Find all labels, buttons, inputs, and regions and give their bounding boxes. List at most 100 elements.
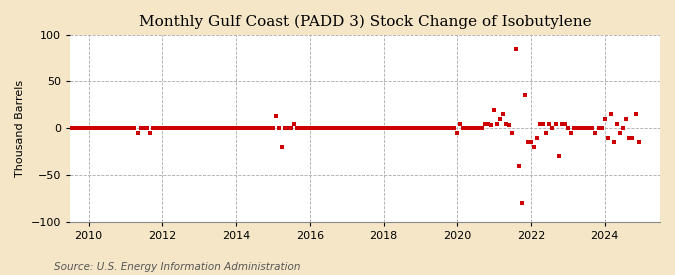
Point	[68, 126, 78, 130]
Point	[126, 126, 137, 130]
Point	[65, 126, 76, 130]
Title: Monthly Gulf Coast (PADD 3) Stock Change of Isobutylene: Monthly Gulf Coast (PADD 3) Stock Change…	[138, 15, 591, 29]
Point	[603, 135, 614, 140]
Point	[86, 126, 97, 130]
Point	[317, 126, 327, 130]
Point	[347, 126, 358, 130]
Point	[514, 163, 524, 168]
Point	[375, 126, 386, 130]
Point	[464, 126, 475, 130]
Point	[249, 126, 260, 130]
Point	[529, 145, 539, 149]
Point	[154, 126, 165, 130]
Point	[99, 126, 109, 130]
Point	[227, 126, 238, 130]
Point	[621, 117, 632, 121]
Point	[580, 126, 591, 130]
Point	[332, 126, 343, 130]
Point	[495, 117, 506, 121]
Point	[387, 126, 398, 130]
Point	[166, 126, 177, 130]
Point	[541, 131, 551, 135]
Point	[338, 126, 349, 130]
Point	[265, 126, 275, 130]
Text: Source: U.S. Energy Information Administration: Source: U.S. Energy Information Administ…	[54, 262, 300, 272]
Point	[526, 140, 537, 144]
Point	[342, 126, 352, 130]
Point	[455, 121, 466, 126]
Point	[144, 131, 155, 135]
Point	[406, 126, 416, 130]
Point	[356, 126, 367, 130]
Point	[507, 131, 518, 135]
Point	[71, 126, 82, 130]
Point	[231, 126, 242, 130]
Point	[516, 201, 527, 205]
Point	[89, 126, 100, 130]
Point	[212, 126, 223, 130]
Point	[261, 126, 272, 130]
Point	[218, 126, 229, 130]
Point	[470, 126, 481, 130]
Point	[77, 126, 88, 130]
Point	[277, 145, 288, 149]
Point	[234, 126, 244, 130]
Point	[350, 126, 361, 130]
Point	[547, 126, 558, 130]
Point	[246, 126, 256, 130]
Point	[532, 135, 543, 140]
Point	[55, 126, 66, 130]
Point	[83, 126, 94, 130]
Point	[117, 126, 128, 130]
Point	[326, 126, 337, 130]
Point	[403, 126, 414, 130]
Point	[427, 126, 438, 130]
Point	[92, 126, 103, 130]
Point	[354, 126, 364, 130]
Point	[574, 126, 585, 130]
Point	[295, 126, 306, 130]
Point	[151, 126, 161, 130]
Point	[605, 112, 616, 116]
Point	[132, 131, 143, 135]
Point	[259, 126, 269, 130]
Point	[381, 126, 392, 130]
Point	[362, 126, 373, 130]
Point	[80, 126, 91, 130]
Point	[59, 126, 70, 130]
Point	[157, 126, 167, 130]
Point	[421, 126, 432, 130]
Point	[609, 140, 620, 144]
Point	[627, 135, 638, 140]
Point	[599, 117, 610, 121]
Point	[424, 126, 435, 130]
Point	[486, 123, 497, 128]
Point	[587, 126, 598, 130]
Point	[314, 126, 325, 130]
Point	[461, 126, 472, 130]
Point	[188, 126, 198, 130]
Point	[49, 161, 60, 165]
Point	[372, 126, 383, 130]
Point	[544, 121, 555, 126]
Point	[449, 126, 460, 130]
Point	[111, 126, 122, 130]
Point	[221, 126, 232, 130]
Point	[237, 126, 248, 130]
Point	[308, 126, 319, 130]
Point	[415, 126, 426, 130]
Point	[400, 126, 410, 130]
Point	[203, 126, 214, 130]
Point	[562, 126, 573, 130]
Point	[560, 121, 570, 126]
Point	[522, 140, 533, 144]
Point	[520, 93, 531, 98]
Point	[215, 126, 226, 130]
Point	[267, 126, 278, 130]
Point	[320, 126, 331, 130]
Point	[123, 126, 134, 130]
Point	[289, 121, 300, 126]
Point	[369, 126, 379, 130]
Point	[477, 126, 487, 130]
Point	[178, 126, 189, 130]
